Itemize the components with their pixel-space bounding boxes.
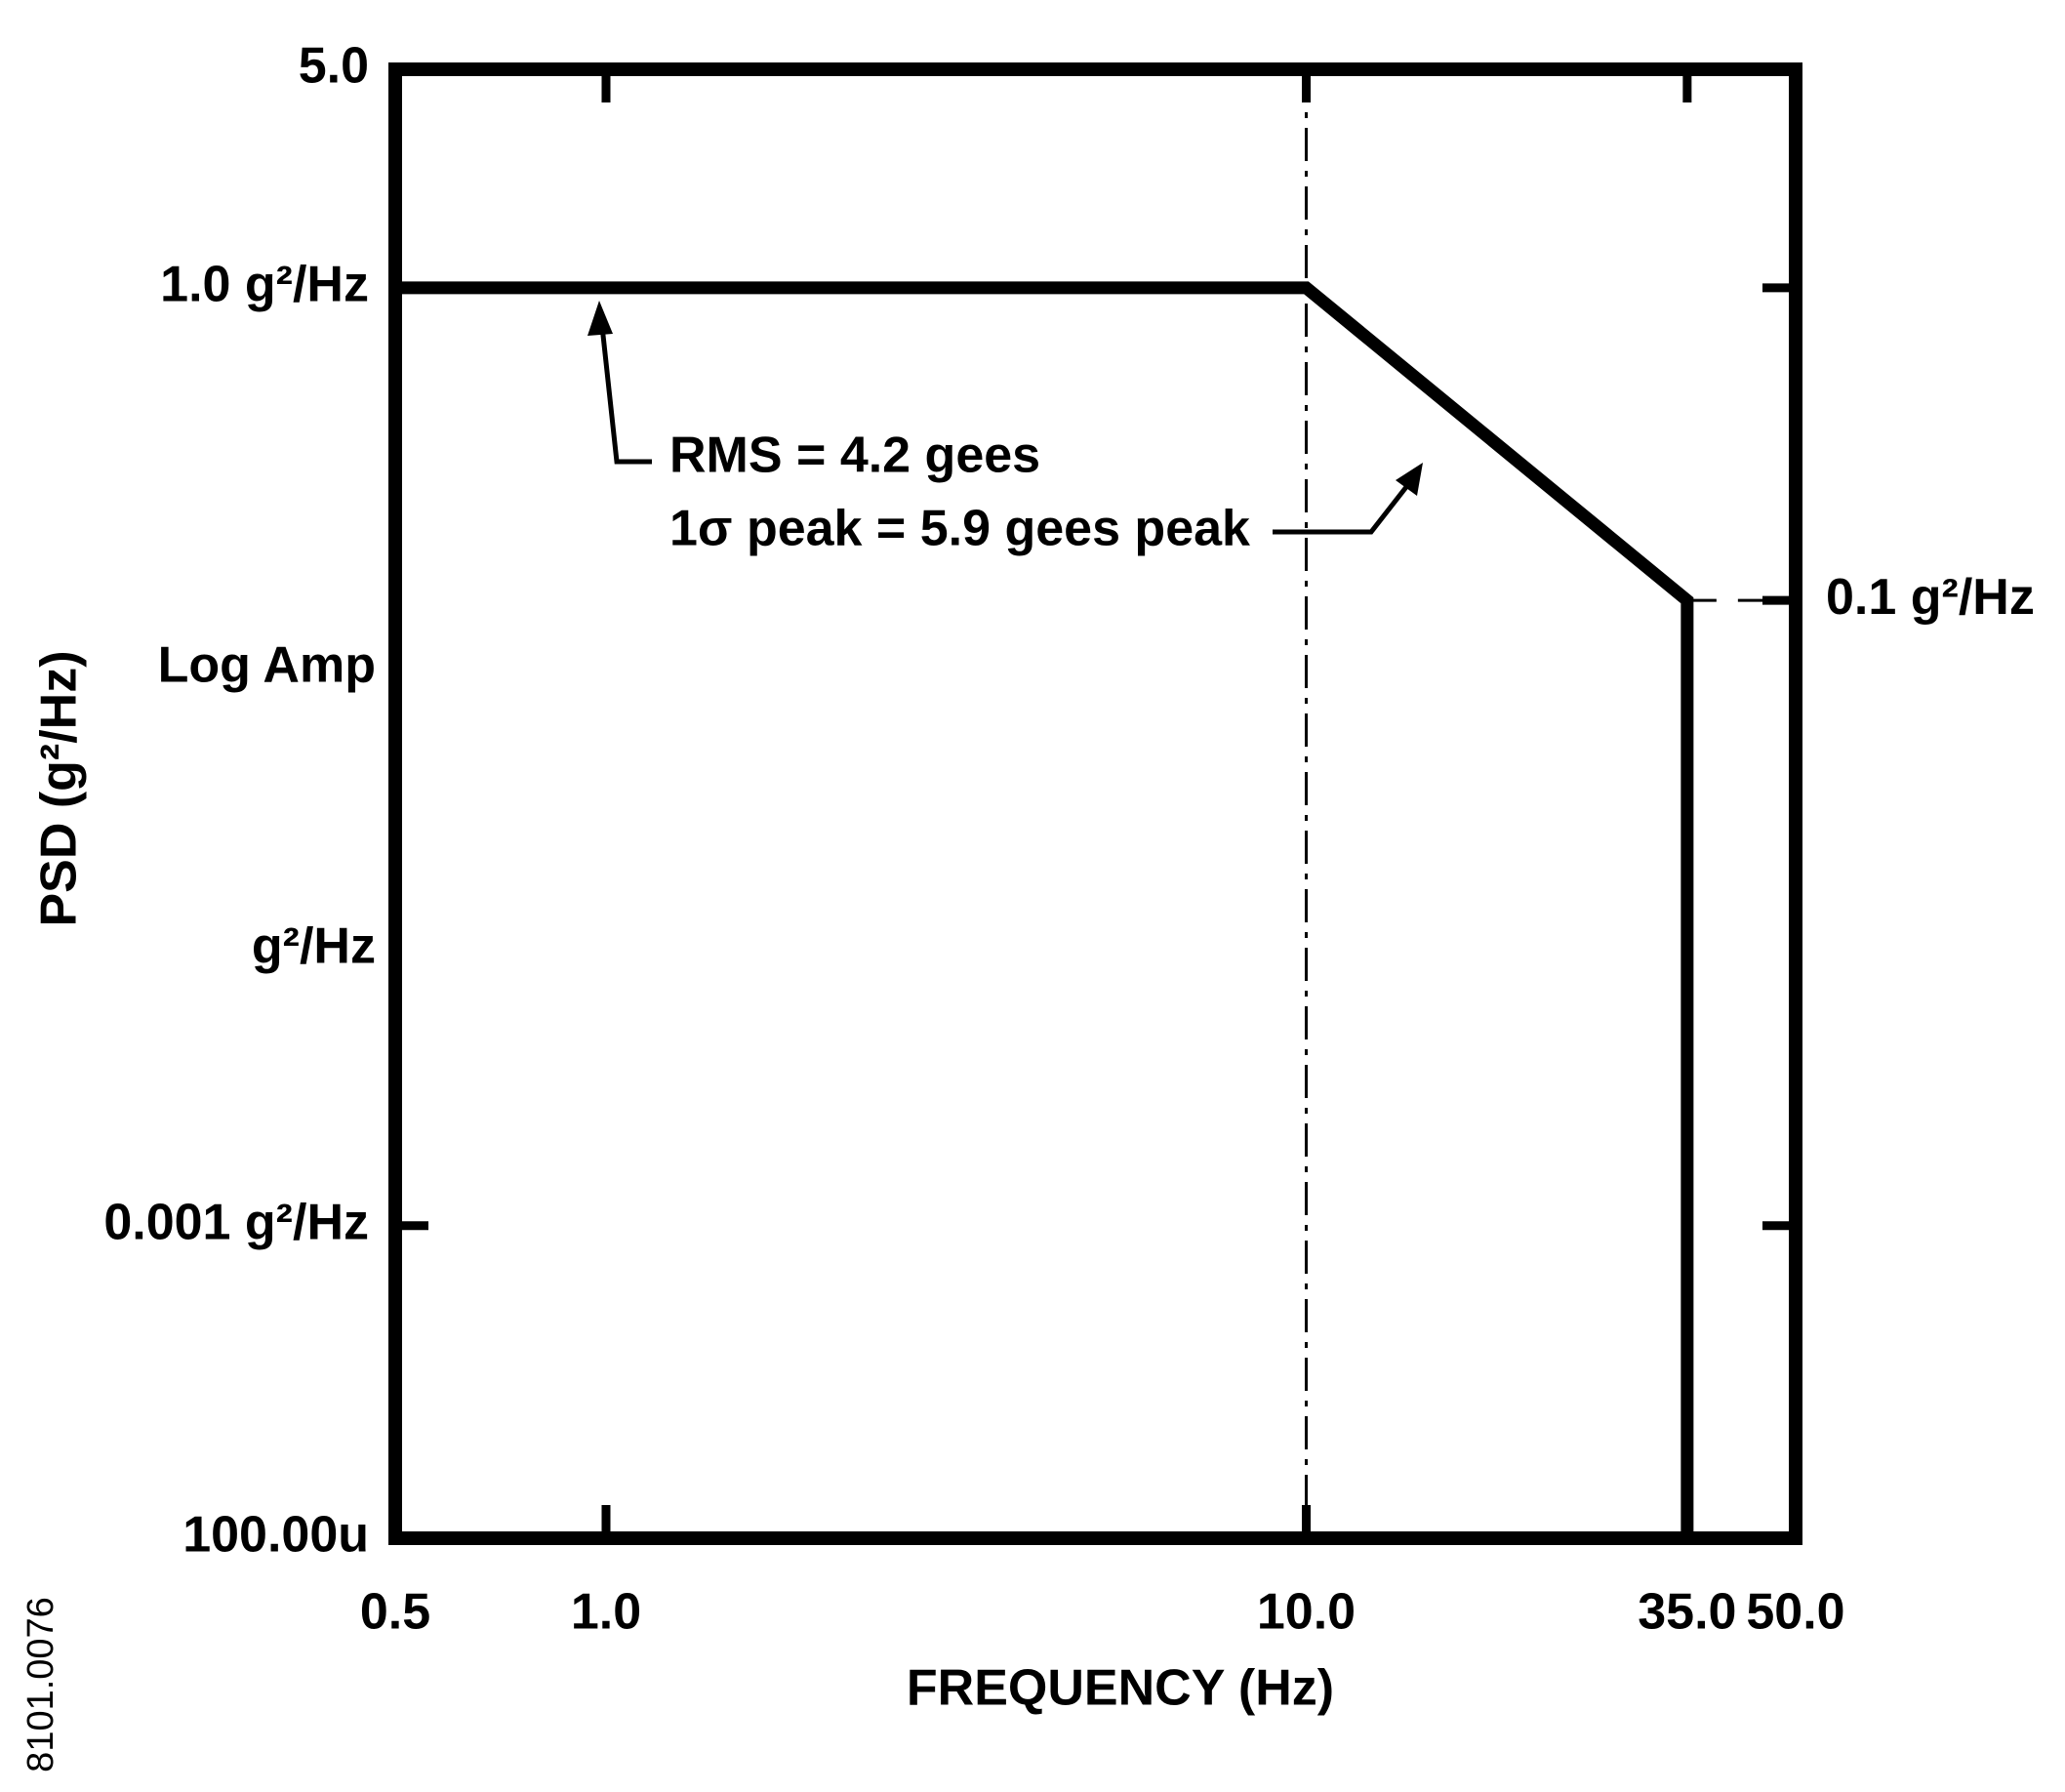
axis-note: Log Amp (158, 637, 376, 694)
figure-id: 8101.0076 (20, 1597, 61, 1772)
x-tick-label: 35.0 (1638, 1584, 1736, 1641)
axis-note: g²/Hz (252, 918, 376, 975)
x-tick-label: 10.0 (1257, 1584, 1356, 1641)
x-tick-label: 50.0 (1746, 1584, 1844, 1641)
annotation: RMS = 4.2 gees (669, 428, 1040, 484)
y-tick-label: 0.001 g²/Hz (103, 1194, 369, 1250)
arrowhead (587, 301, 613, 336)
y-axis-label: PSD (g²/Hz) (31, 650, 88, 926)
arrow (1273, 476, 1415, 535)
x-axis-label: FREQUENCY (Hz) (907, 1660, 1334, 1717)
annotation: 1σ peak = 5.9 gees peak (669, 501, 1250, 557)
arrow (598, 316, 652, 465)
y-tick-label: 5.0 (299, 38, 369, 95)
psd-line (388, 281, 1694, 1538)
right-tick-label: 0.1 g²/Hz (1826, 569, 2035, 626)
y-tick-label: 1.0 g²/Hz (160, 257, 369, 313)
arrowhead (1396, 463, 1423, 496)
x-tick-label: 1.0 (571, 1584, 641, 1641)
x-tick-label: 0.5 (360, 1584, 430, 1641)
y-tick-label: 100.00u (182, 1507, 369, 1564)
